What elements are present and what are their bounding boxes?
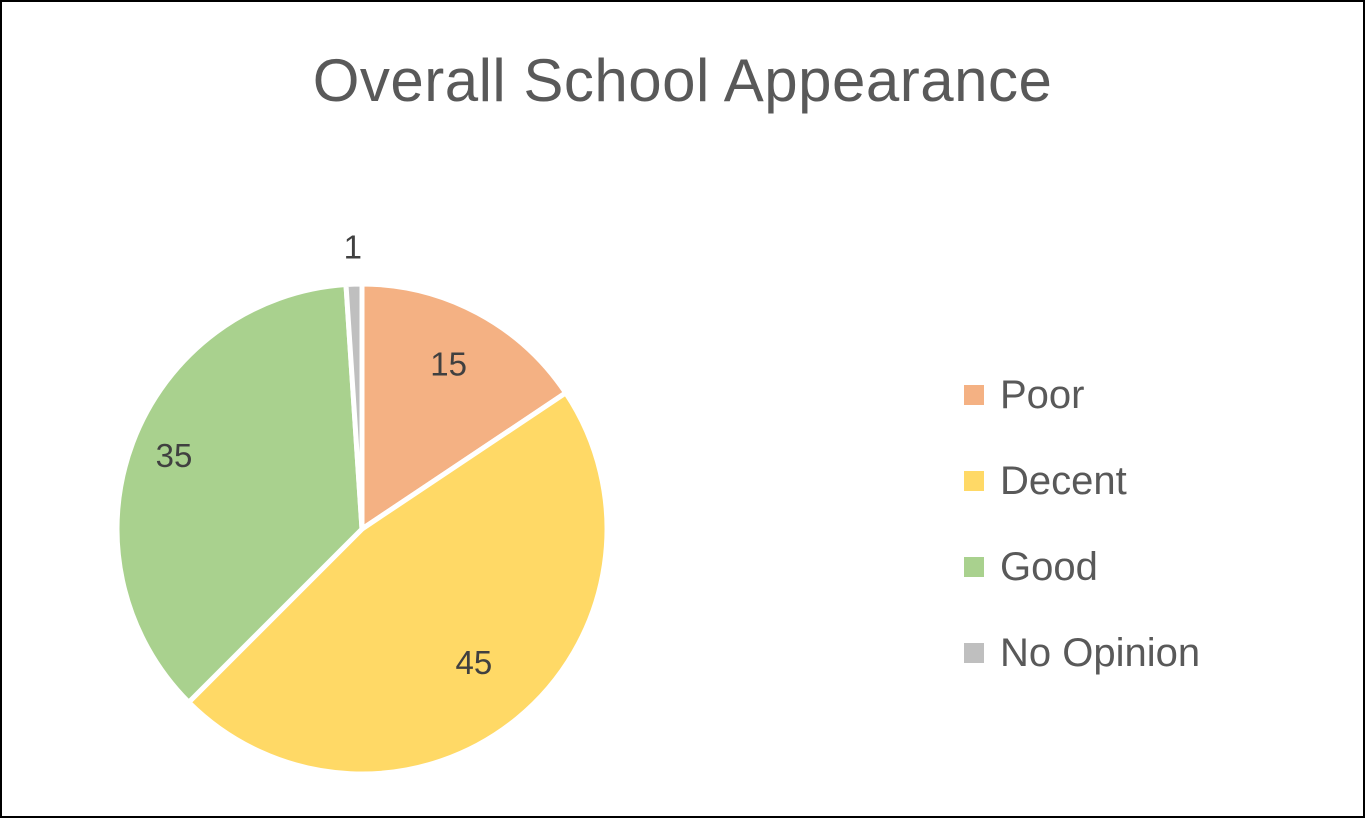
legend-swatch-decent <box>964 471 984 491</box>
legend-label-good: Good <box>1000 545 1098 589</box>
legend-swatch-no-opinion <box>964 643 984 663</box>
data-label-no-opinion: 1 <box>344 229 362 266</box>
data-label-poor: 15 <box>430 346 467 383</box>
legend-item-poor: Poor <box>964 352 1200 438</box>
legend-label-decent: Decent <box>1000 459 1127 503</box>
legend-item-good: Good <box>964 524 1200 610</box>
legend-label-no-opinion: No Opinion <box>1000 631 1201 675</box>
legend-swatch-good <box>964 557 984 577</box>
legend-swatch-poor <box>964 385 984 405</box>
legend-label-poor: Poor <box>1000 373 1085 417</box>
pie-slice-no-opinion <box>343 281 365 532</box>
data-label-good: 35 <box>156 437 193 474</box>
pie-slice-good <box>114 282 365 705</box>
chart-title: Overall School Appearance <box>312 47 1053 114</box>
pie-slice-decent <box>186 390 610 777</box>
pie-slice-poor <box>359 281 569 532</box>
legend-item-no-opinion: No Opinion <box>964 610 1200 696</box>
legend: Poor Decent Good No Opinion <box>964 352 1200 696</box>
legend-item-decent: Decent <box>964 438 1200 524</box>
data-label-decent: 45 <box>456 644 493 681</box>
